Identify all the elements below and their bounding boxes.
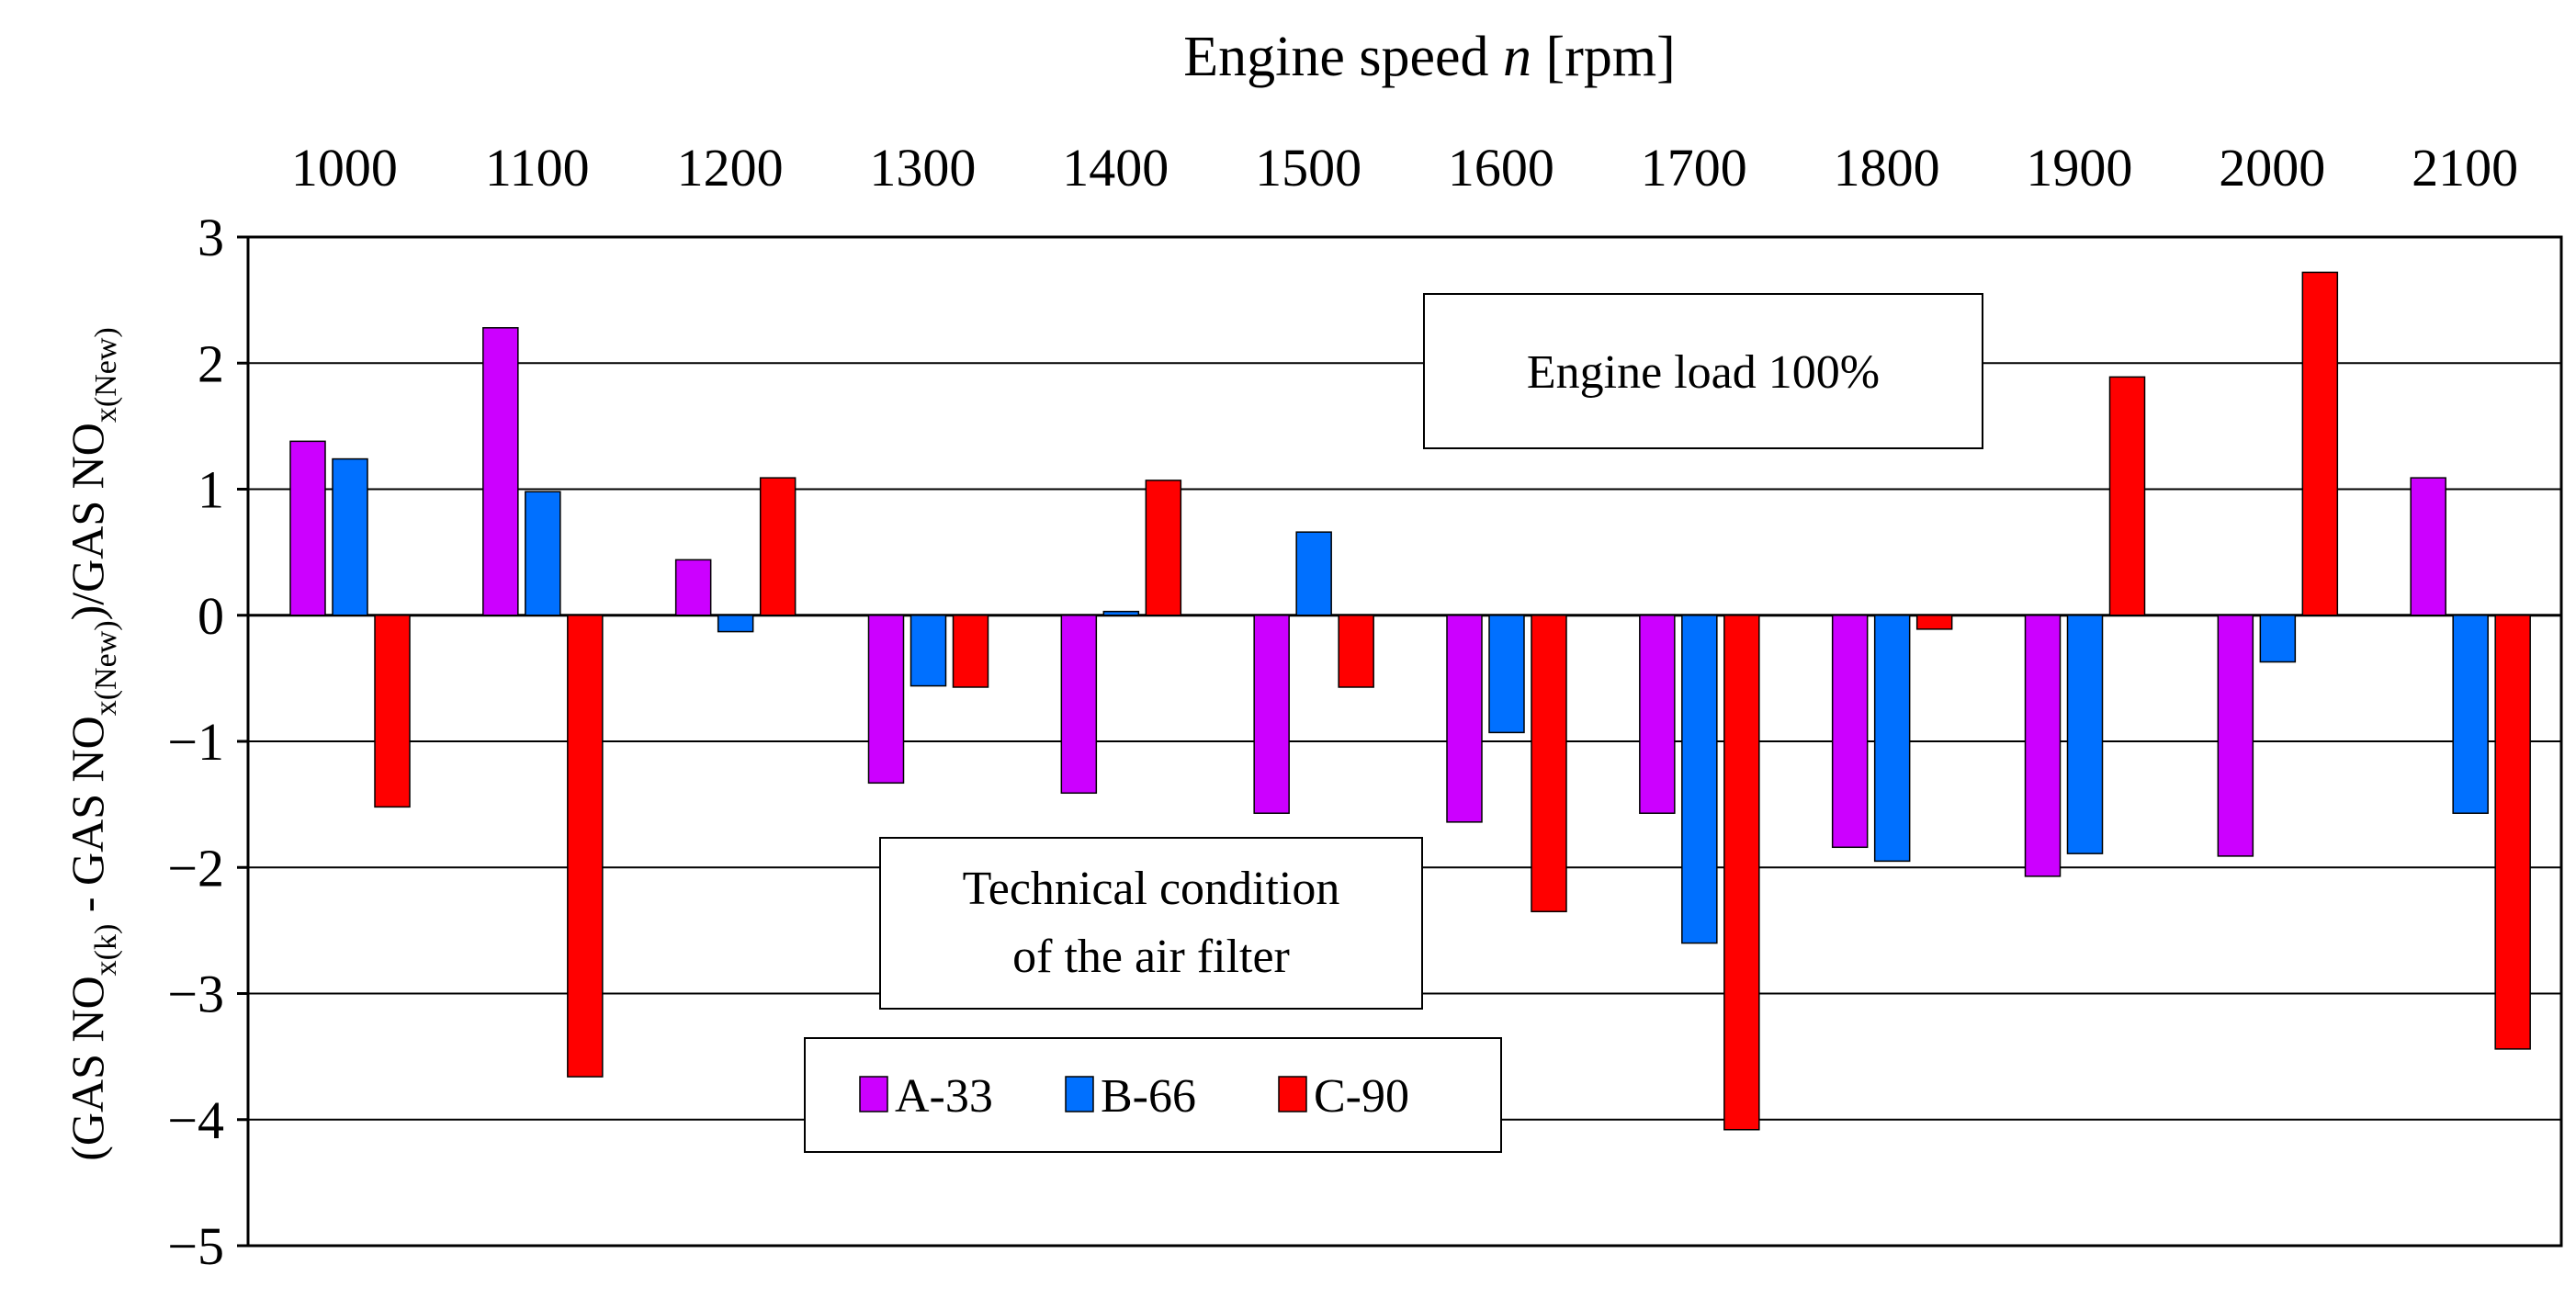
y-axis-label: (GAS NOx(k) - GAS NOx(New))/GAS NOx(New) xyxy=(62,327,123,1160)
bar-c-90-1200 xyxy=(759,477,797,616)
bars xyxy=(289,271,2531,1131)
annotation-condition-line1: Technical condition xyxy=(963,863,1340,915)
bar-a-33-1600 xyxy=(1446,615,1483,823)
legend-label-b-66: B-66 xyxy=(1101,1070,1196,1123)
chart-title: Engine speed n [rpm] xyxy=(1183,26,1675,88)
bar-b-66-1000 xyxy=(332,457,368,616)
annotation-technical-condition: Technical condition of the air filter xyxy=(879,837,1423,1010)
x-tick-label: 1800 xyxy=(1834,138,1940,198)
x-tick-label: 1700 xyxy=(1641,138,1747,198)
legend-swatch-b-66 xyxy=(1065,1076,1094,1112)
bar-c-90-1800 xyxy=(1915,615,1953,630)
bar-a-33-2000 xyxy=(2217,615,2254,857)
bar-a-33-1000 xyxy=(289,440,326,616)
bar-c-90-1100 xyxy=(567,615,604,1078)
bar-b-66-1700 xyxy=(1681,615,1718,944)
annotation-condition-line2: of the air filter xyxy=(1012,931,1290,983)
bar-b-66-1300 xyxy=(910,615,947,687)
legend: A-33 B-66 C-90 xyxy=(804,1037,1502,1153)
bar-b-66-1400 xyxy=(1102,610,1140,616)
x-tick-label: 2000 xyxy=(2219,138,2325,198)
legend-label-a-33: A-33 xyxy=(895,1070,993,1123)
bar-b-66-1600 xyxy=(1488,615,1525,734)
bar-c-90-1600 xyxy=(1531,615,1567,913)
bar-a-33-1200 xyxy=(674,559,712,616)
bar-a-33-1300 xyxy=(867,615,905,785)
annotation-engine-load-text: Engine load 100% xyxy=(1527,346,1880,399)
y-tick-label: −2 xyxy=(167,838,224,898)
y-tick-label: 2 xyxy=(198,333,224,393)
bar-c-90-2100 xyxy=(2494,615,2531,1050)
bar-b-66-2100 xyxy=(2452,615,2489,814)
y-tick-label: −5 xyxy=(167,1216,224,1276)
x-tick-label: 1600 xyxy=(1448,138,1554,198)
bar-a-33-1500 xyxy=(1253,615,1290,814)
x-tick-label: 1900 xyxy=(2026,138,2132,198)
bar-a-33-1800 xyxy=(1831,615,1869,849)
bar-a-33-1900 xyxy=(2024,615,2062,877)
x-tick-label: 1200 xyxy=(677,138,784,198)
bar-c-90-1900 xyxy=(2108,376,2146,616)
bar-c-90-1400 xyxy=(1145,480,1182,616)
bar-a-33-2100 xyxy=(2410,477,2446,616)
x-tick-label: 1100 xyxy=(485,138,590,198)
bar-c-90-1700 xyxy=(1723,615,1760,1131)
bar-a-33-1400 xyxy=(1060,615,1098,795)
bar-c-90-1500 xyxy=(1338,615,1374,688)
x-tick-label: 1000 xyxy=(291,138,398,198)
bar-b-66-1500 xyxy=(1295,531,1332,616)
legend-label-c-90: C-90 xyxy=(1314,1070,1409,1123)
annotation-engine-load: Engine load 100% xyxy=(1423,293,1983,449)
bar-b-66-1100 xyxy=(525,491,561,616)
bar-a-33-1700 xyxy=(1639,615,1676,814)
bar-a-33-1100 xyxy=(482,327,519,616)
y-tick-label: −1 xyxy=(167,712,224,772)
legend-swatch-c-90 xyxy=(1278,1076,1307,1112)
y-tick-label: −3 xyxy=(167,965,224,1024)
y-tick-label: 1 xyxy=(198,460,224,520)
bar-c-90-1000 xyxy=(374,615,411,808)
y-tick-label: 0 xyxy=(198,586,224,646)
y-tick-label: 3 xyxy=(198,208,224,267)
x-tick-label: 1300 xyxy=(869,138,976,198)
bar-b-66-1800 xyxy=(1873,615,1911,863)
x-tick-labels: 1000 1100 1200 1300 1400 1500 1600 1700 1800 1900… xyxy=(291,138,2518,198)
bar-b-66-2000 xyxy=(2259,615,2297,663)
bar-c-90-2000 xyxy=(2301,271,2339,616)
bar-b-66-1900 xyxy=(2066,615,2104,854)
legend-swatch-a-33 xyxy=(859,1076,888,1112)
x-tick-label: 1500 xyxy=(1255,138,1361,198)
y-tick-label: −4 xyxy=(167,1090,224,1150)
bar-c-90-1300 xyxy=(952,615,989,688)
x-tick-label: 2100 xyxy=(2412,138,2518,198)
x-tick-label: 1400 xyxy=(1062,138,1169,198)
y-tick-labels: 3 2 1 0 −1 −2 −3 −4 −5 xyxy=(167,208,248,1276)
bar-b-66-1200 xyxy=(717,615,754,633)
